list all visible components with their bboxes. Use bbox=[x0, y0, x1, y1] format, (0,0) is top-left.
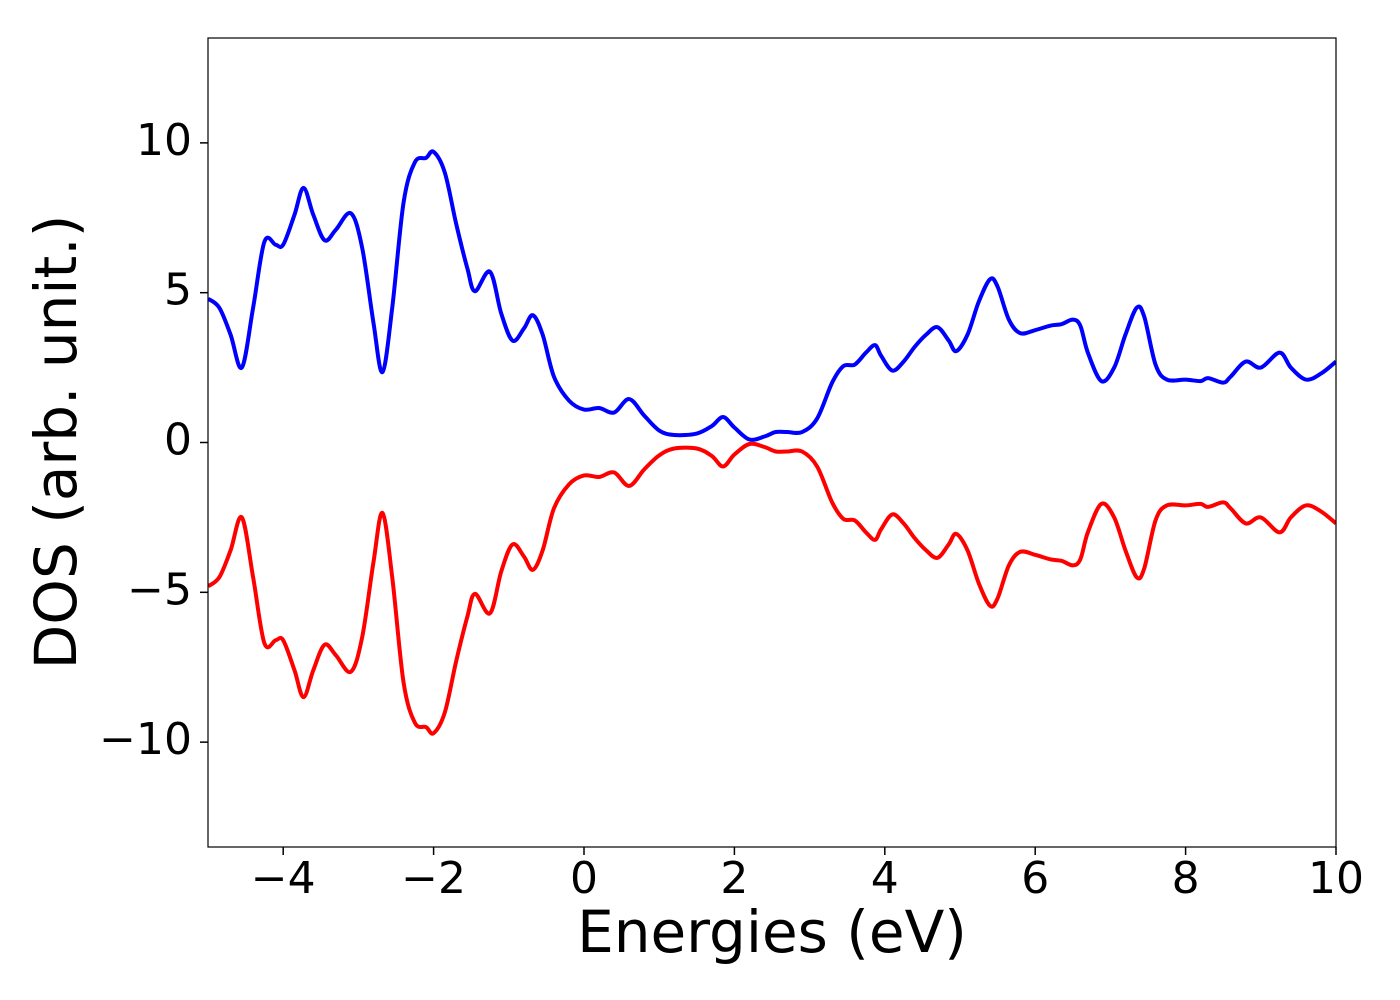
y-axis-label: DOS (arb. unit.) bbox=[22, 215, 90, 670]
plot-frame bbox=[207, 37, 1337, 848]
x-tick-label: 2 bbox=[720, 853, 748, 904]
x-tick-label: −2 bbox=[401, 853, 466, 904]
y-tick-label: −10 bbox=[99, 714, 192, 765]
x-tick-label: −4 bbox=[251, 853, 316, 904]
y-tick-label: −5 bbox=[127, 564, 192, 615]
x-tick-label: 0 bbox=[570, 853, 598, 904]
y-tick-label: 10 bbox=[136, 115, 192, 166]
x-tick-label: 6 bbox=[1021, 853, 1049, 904]
x-tick-label: 8 bbox=[1172, 853, 1200, 904]
x-tick-label: 4 bbox=[871, 853, 899, 904]
y-tick-label: 0 bbox=[164, 415, 192, 466]
y-tick-label: 5 bbox=[164, 265, 192, 316]
x-axis-label: Energies (eV) bbox=[577, 898, 967, 966]
x-tick-label: 10 bbox=[1308, 853, 1364, 904]
series-line bbox=[208, 441, 1336, 736]
series-line bbox=[208, 149, 1336, 442]
